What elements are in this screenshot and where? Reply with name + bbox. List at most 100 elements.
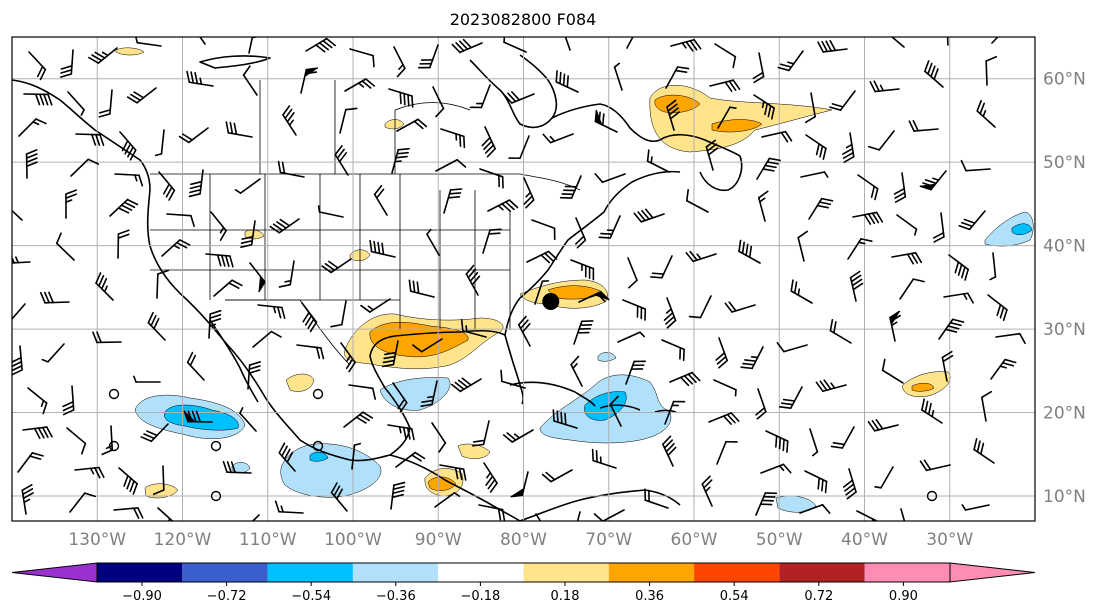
wind-barb bbox=[69, 492, 97, 513]
wind-barb bbox=[617, 331, 645, 343]
wind-barb bbox=[278, 260, 295, 288]
wind-barb bbox=[797, 230, 809, 262]
colorbar-bin bbox=[267, 563, 353, 582]
wind-barb bbox=[388, 88, 414, 108]
wind-barb bbox=[633, 208, 665, 223]
wind-barb bbox=[412, 338, 443, 353]
political-borders bbox=[150, 80, 581, 366]
wind-barb bbox=[664, 400, 686, 425]
wind-barb bbox=[829, 90, 856, 111]
wind-barb bbox=[663, 297, 677, 329]
wind-barb bbox=[234, 178, 261, 194]
coastline bbox=[12, 79, 391, 462]
wind-barb bbox=[22, 426, 53, 440]
wind-barb bbox=[666, 99, 681, 131]
wind-barb bbox=[779, 386, 803, 409]
wind-barb bbox=[740, 346, 764, 370]
longitude-label: 30°W bbox=[926, 530, 973, 550]
wind-barb bbox=[842, 468, 857, 500]
colorbar-tick-label: −0.72 bbox=[207, 589, 247, 604]
wind-barb bbox=[393, 46, 406, 78]
wind-barb bbox=[95, 272, 114, 301]
wind-barb bbox=[535, 513, 542, 521]
wind-barb bbox=[852, 211, 884, 225]
wind-barb bbox=[849, 270, 864, 302]
wind-barb bbox=[432, 86, 445, 118]
longitude-labels: 130°W 120°W 110°W 100°W 90°W 80°W 70°W 60°W 50°W… bbox=[68, 530, 973, 550]
wind-barb bbox=[344, 78, 376, 92]
wind-barb bbox=[55, 232, 75, 261]
wind-barb bbox=[12, 345, 23, 376]
wind-barb bbox=[23, 93, 53, 106]
wind-barb bbox=[760, 463, 792, 474]
wind-barb bbox=[240, 220, 256, 248]
wind-barb bbox=[685, 250, 717, 263]
wind-barb bbox=[339, 107, 358, 134]
wind-barb bbox=[21, 484, 34, 515]
wind-barb bbox=[941, 350, 954, 382]
wind-barb bbox=[761, 130, 793, 143]
wind-barb bbox=[222, 460, 252, 474]
wind-barb bbox=[713, 379, 737, 397]
colorbar: −0.90 −0.72 −0.54 −0.36 −0.18 0.18 0.36 0.54 0.7… bbox=[11, 562, 1036, 604]
colorbar-over-arrow bbox=[949, 562, 1036, 583]
wind-barb bbox=[440, 128, 466, 149]
wind-barb bbox=[591, 448, 617, 469]
wind-barb bbox=[534, 280, 550, 305]
coastline bbox=[389, 454, 521, 521]
wind-barb bbox=[976, 99, 996, 128]
wind-barb bbox=[991, 37, 999, 44]
wind-barb bbox=[301, 302, 318, 333]
wind-barb bbox=[465, 264, 481, 296]
coastline bbox=[599, 404, 641, 411]
wind-barb bbox=[938, 318, 965, 340]
wind-barb bbox=[989, 252, 997, 281]
wind-barb bbox=[921, 398, 943, 424]
wind-barb bbox=[62, 385, 75, 416]
calm-wind-circle bbox=[108, 388, 120, 400]
wind-barb bbox=[517, 315, 531, 347]
wind-barb bbox=[542, 133, 574, 144]
wind-barb bbox=[41, 343, 65, 363]
wind-barb bbox=[205, 253, 234, 268]
longitude-label: 40°W bbox=[841, 530, 888, 550]
wind-barb bbox=[644, 488, 669, 509]
wind-barb bbox=[526, 250, 558, 264]
wind-barb bbox=[867, 418, 899, 432]
wind-barb bbox=[650, 255, 673, 279]
wind-barb bbox=[12, 255, 31, 264]
wind-barb bbox=[995, 332, 1026, 345]
wind-barb bbox=[842, 132, 855, 163]
wind-barb bbox=[92, 331, 122, 344]
colorbar-bin bbox=[694, 563, 780, 582]
wind-barb bbox=[249, 262, 266, 293]
wind-barb bbox=[765, 430, 789, 453]
wind-barb bbox=[300, 67, 319, 94]
wind-barb bbox=[946, 37, 949, 46]
wind-barb bbox=[114, 173, 144, 187]
wind-barb bbox=[578, 291, 610, 303]
wind-barb bbox=[381, 340, 399, 368]
wind-barb bbox=[408, 279, 435, 298]
wind-barb bbox=[919, 459, 951, 472]
wind-barb bbox=[18, 118, 47, 137]
wind-barb bbox=[564, 37, 571, 51]
wind-barb bbox=[479, 168, 504, 189]
wind-barb bbox=[987, 294, 1008, 322]
wind-barb bbox=[715, 337, 729, 369]
anomaly-contour bbox=[280, 443, 382, 498]
wind-barb bbox=[278, 442, 296, 472]
colorbar-tick-label: 0.54 bbox=[720, 589, 749, 604]
wind-barb bbox=[183, 410, 213, 423]
wind-barb bbox=[431, 422, 447, 453]
wind-barb bbox=[348, 384, 376, 400]
colorbar-bin bbox=[97, 563, 183, 582]
anomaly-contour bbox=[309, 451, 329, 462]
wind-barb bbox=[27, 387, 48, 415]
colorbar-bin bbox=[182, 563, 268, 582]
wind-barb bbox=[435, 158, 467, 172]
wind-barb bbox=[503, 91, 535, 104]
wind-barb bbox=[98, 89, 113, 118]
wind-barb bbox=[908, 120, 939, 132]
